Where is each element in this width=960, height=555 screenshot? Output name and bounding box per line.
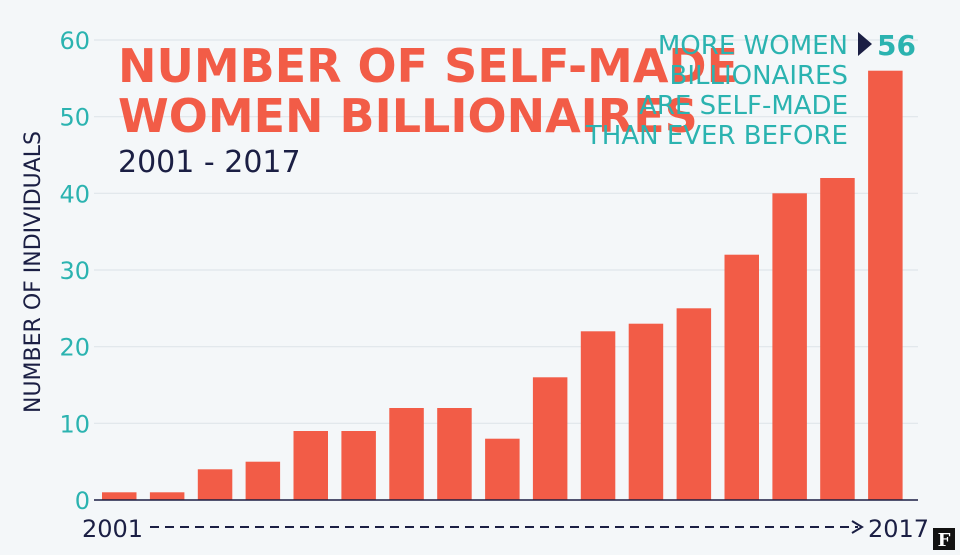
y-tick-label: 60 (59, 27, 90, 55)
logo-badge (933, 528, 955, 550)
x-end-label: 2017 (868, 515, 929, 543)
chart-title-line-1: NUMBER OF SELF-MADE (118, 39, 738, 93)
bar (772, 193, 807, 501)
bar (628, 323, 664, 500)
y-tick-label: 20 (59, 334, 90, 362)
bar (293, 431, 328, 500)
bar (820, 178, 855, 500)
bar (341, 431, 376, 500)
bar (485, 438, 520, 500)
annotation-line-3: ARE SELF-MADE (639, 91, 848, 121)
chart-title-line-2: WOMEN BILLIONAIRES (118, 89, 698, 143)
bar (580, 331, 616, 500)
bar (149, 492, 185, 500)
x-start-label: 2001 (82, 515, 143, 543)
y-tick-label: 50 (59, 104, 90, 132)
bar (245, 461, 281, 500)
y-tick-label: 30 (59, 257, 90, 285)
bar (197, 469, 233, 500)
annotation: MORE WOMEN BILLIONAIRES ARE SELF-MADE TH… (585, 31, 848, 151)
gridlines (94, 39, 918, 424)
bar (868, 70, 903, 500)
bar (724, 254, 759, 500)
bar (437, 408, 472, 500)
bar (389, 408, 424, 500)
bar (532, 377, 568, 500)
annotation-line-1: MORE WOMEN (658, 31, 848, 61)
triangle-pointer-icon (858, 32, 872, 56)
logo-f-icon: F (938, 530, 951, 551)
bar (102, 492, 137, 500)
annotation-value: 56 (877, 29, 916, 62)
annotation-line-4: THAN EVER BEFORE (585, 121, 848, 151)
y-tick-label: 0 (75, 487, 90, 515)
chart-subtitle: 2001 - 2017 (118, 145, 301, 180)
y-tick-label: 10 (59, 410, 90, 438)
y-axis-label: NUMBER OF INDIVIDUALS (21, 131, 46, 413)
annotation-line-2: BILLIONAIRES (669, 61, 848, 91)
y-tick-label: 40 (59, 180, 90, 208)
y-axis-ticks: 0 10 20 30 40 50 60 (59, 27, 90, 515)
bar (676, 308, 712, 500)
bars (102, 70, 903, 501)
x-arrow-head-icon (851, 520, 864, 534)
